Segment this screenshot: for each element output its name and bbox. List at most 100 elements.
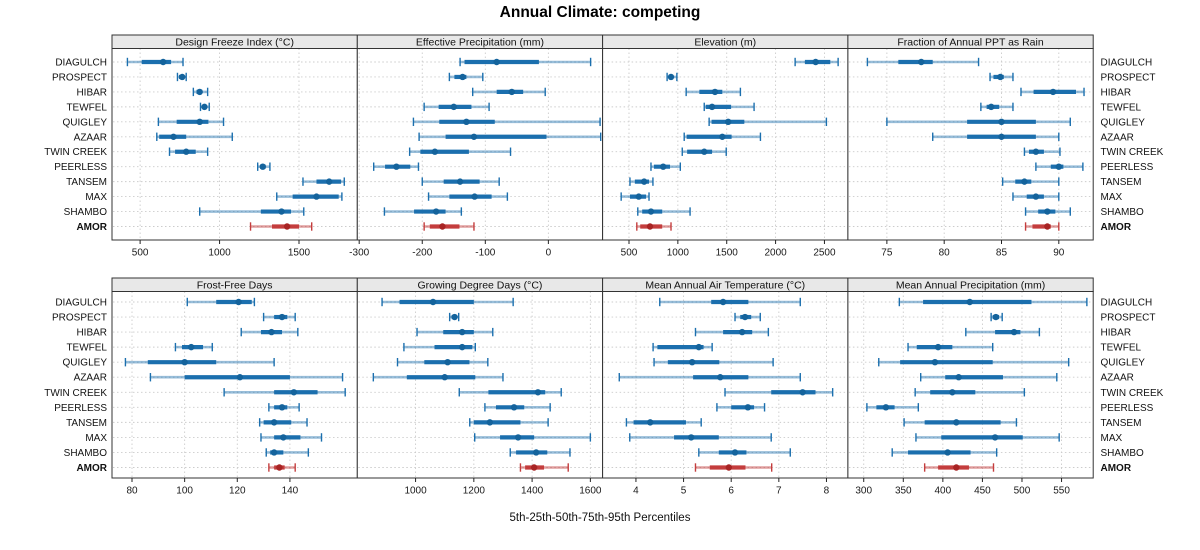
- site-label-right: HIBAR: [1101, 87, 1132, 98]
- median-dot: [458, 343, 466, 351]
- site-label-left: TEWFEL: [66, 343, 107, 354]
- site-label-right: TWIN CREEK: [1101, 388, 1164, 399]
- percentile-row-prospect: [262, 312, 296, 322]
- percentile-row-tansem: [421, 177, 500, 186]
- site-label-right: DIAGULCH: [1101, 298, 1153, 309]
- median-dot: [998, 133, 1005, 140]
- percentile-row-diagulch: [459, 57, 592, 67]
- median-dot: [711, 88, 719, 96]
- median-dot: [725, 464, 733, 471]
- median-dot: [998, 118, 1005, 126]
- percentile-row-quigley: [396, 357, 489, 367]
- percentile-row-peerless: [256, 162, 271, 171]
- median-dot: [987, 103, 995, 111]
- median-dot: [508, 88, 515, 96]
- percentile-row-max: [915, 433, 1060, 442]
- panel-mean-annual-air-temperature-c: Mean Annual Air Temperature (°C) 4 5 6 7 8: [602, 277, 849, 497]
- percentile-row-azaar: [372, 373, 504, 382]
- median-dot: [744, 404, 752, 411]
- percentile-row-twin-creek: [914, 388, 1026, 397]
- median-dot: [1032, 193, 1040, 200]
- percentile-row-peerless: [716, 403, 766, 412]
- median-dot: [659, 163, 667, 170]
- x-tick-label: 2500: [813, 248, 836, 259]
- median-dot: [429, 298, 437, 306]
- percentile-row-amor: [694, 463, 773, 472]
- percentile-row-prospect: [990, 312, 1003, 322]
- median-dot: [931, 358, 939, 366]
- percentile-row-tansem: [258, 418, 308, 427]
- site-label-left: AZAAR: [74, 373, 107, 384]
- median-dot: [290, 389, 298, 396]
- x-tick-label: -300: [349, 248, 369, 259]
- median-dot: [741, 313, 749, 321]
- percentile-row-hibar: [965, 327, 1041, 337]
- percentile-row-peerless: [1035, 162, 1084, 171]
- site-label-right: AZAAR: [1101, 132, 1134, 143]
- percentile-row-twin-creek: [1023, 147, 1061, 156]
- median-dot: [646, 223, 654, 230]
- median-dot: [280, 434, 287, 441]
- panel-background: [357, 291, 603, 478]
- panel-mean-annual-precipitation-mm: Mean Annual Precipitation (mm) 300 350 400 4…: [847, 277, 1094, 497]
- percentile-row-diagulch: [659, 297, 801, 307]
- x-tick-label: 75: [881, 248, 893, 259]
- median-dot: [647, 208, 655, 215]
- site-label-left: QUIGLEY: [63, 117, 108, 128]
- percentile-row-amor: [923, 463, 995, 472]
- site-label-left: TANSEM: [66, 177, 107, 188]
- site-label-right: AZAAR: [1101, 373, 1134, 384]
- site-label-left: SHAMBO: [64, 448, 108, 459]
- median-dot: [486, 419, 494, 426]
- percentile-row-twin-creek: [681, 147, 727, 156]
- percentile-row-diagulch: [866, 57, 980, 67]
- percentile-row-max: [474, 433, 592, 442]
- x-tick-label: 2000: [764, 248, 787, 259]
- median-dot: [451, 313, 458, 321]
- x-tick-label: 1000: [404, 486, 427, 497]
- x-tick-label: 120: [229, 486, 246, 497]
- x-tick-label: 550: [1053, 486, 1070, 497]
- x-tick-label: 1000: [667, 248, 690, 259]
- median-dot: [471, 193, 478, 200]
- site-label-left: AZAAR: [74, 132, 107, 143]
- median-dot: [441, 374, 448, 381]
- percentile-row-quigley: [708, 117, 828, 127]
- median-dot: [459, 73, 466, 81]
- median-dot: [450, 103, 457, 111]
- site-label-left: AMOR: [76, 222, 107, 233]
- percentile-row-amor: [1024, 222, 1060, 231]
- percentile-row-max: [276, 192, 343, 201]
- x-tick-label: -200: [412, 248, 432, 259]
- median-dot: [1032, 148, 1040, 155]
- median-dot: [949, 389, 956, 396]
- median-dot: [812, 58, 819, 66]
- strip-label: Growing Degree Days (°C): [417, 280, 542, 292]
- percentile-row-amor: [423, 222, 475, 231]
- percentile-row-twin-creek: [408, 147, 512, 156]
- site-label-left: PEERLESS: [54, 403, 107, 414]
- percentile-row-peerless: [372, 162, 420, 171]
- percentile-row-shambo: [198, 207, 305, 216]
- percentile-row-hibar: [416, 327, 494, 337]
- percentile-row-peerless: [484, 403, 551, 412]
- x-tick-label: 90: [1053, 248, 1065, 259]
- site-label-right: PROSPECT: [1101, 313, 1156, 324]
- median-dot: [181, 358, 188, 366]
- percentile-row-tewfel: [703, 102, 755, 112]
- percentile-row-quigley: [124, 357, 275, 367]
- percentile-row-tewfel: [403, 342, 476, 352]
- panel-growing-degree-days-c: Growing Degree Days (°C) 1000 1200 1400 1600: [356, 277, 604, 497]
- median-dot: [493, 58, 500, 66]
- site-label-left: PROSPECT: [52, 72, 107, 83]
- percentile-row-tansem: [1001, 177, 1060, 186]
- panel-background: [847, 291, 1094, 478]
- panel-frost-free-days: Frost-Free Days 80 100 120 140: [111, 277, 358, 497]
- median-dot: [799, 389, 806, 396]
- strip-label: Frost-Free Days: [197, 280, 273, 292]
- median-dot: [196, 88, 203, 96]
- x-tick-label: 80: [126, 486, 138, 497]
- median-dot: [882, 404, 890, 411]
- percentile-row-azaar: [618, 373, 801, 382]
